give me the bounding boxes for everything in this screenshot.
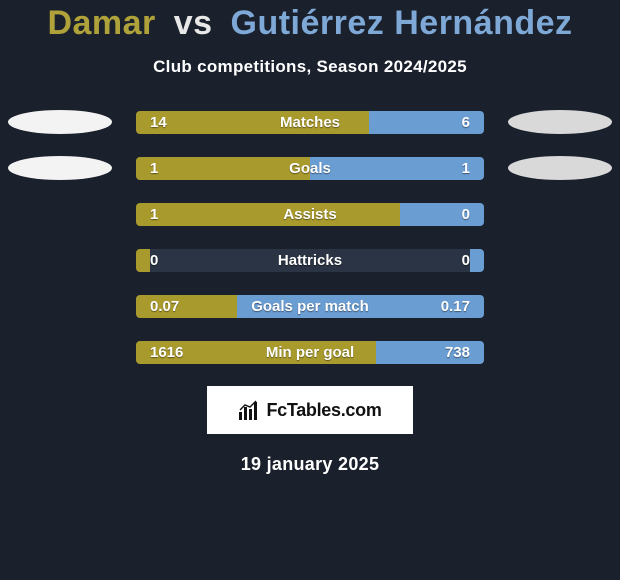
stat-bar: 1Assists0 [136, 203, 484, 226]
title-vs: vs [174, 4, 213, 42]
stat-bar: 0Hattricks0 [136, 249, 484, 272]
page-title: Damar vs Gutiérrez Hernández [0, 4, 620, 43]
player1-placeholder-icon [8, 110, 112, 134]
stat-row: 1616Min per goal738 [0, 341, 620, 364]
subtitle: Club competitions, Season 2024/2025 [0, 57, 620, 77]
bar-segment-player1 [136, 203, 400, 226]
logo-text: FcTables.com [266, 400, 381, 421]
stat-value-player1: 0 [150, 249, 158, 272]
logo-badge: FcTables.com [207, 386, 413, 434]
stat-value-player1: 0.07 [150, 295, 179, 318]
stat-value-player2: 1 [462, 157, 470, 180]
stat-value-player2: 6 [462, 111, 470, 134]
title-player2: Gutiérrez Hernández [231, 4, 573, 42]
stat-row: 1Assists0 [0, 203, 620, 226]
bar-segment-player2 [470, 249, 484, 272]
stat-bar: 0.07Goals per match0.17 [136, 295, 484, 318]
title-player1: Damar [47, 4, 155, 42]
stat-value-player1: 1 [150, 203, 158, 226]
stat-bar: 1616Min per goal738 [136, 341, 484, 364]
bars-chart-icon [238, 400, 260, 420]
stat-bar: 1Goals1 [136, 157, 484, 180]
bar-segment-player2 [310, 157, 484, 180]
bar-segment-player1 [136, 157, 310, 180]
player1-placeholder-icon [8, 156, 112, 180]
stat-rows: 14Matches61Goals11Assists00Hattricks00.0… [0, 111, 620, 364]
stat-value-player1: 1616 [150, 341, 183, 364]
bar-segment-player2 [400, 203, 484, 226]
stat-row: 0Hattricks0 [0, 249, 620, 272]
infographic-date: 19 january 2025 [0, 454, 620, 475]
player2-placeholder-icon [508, 156, 612, 180]
stat-value-player1: 1 [150, 157, 158, 180]
player2-placeholder-icon [508, 110, 612, 134]
stat-value-player2: 0 [462, 249, 470, 272]
stat-label: Hattricks [136, 249, 484, 272]
stat-value-player2: 738 [445, 341, 470, 364]
stat-row: 14Matches6 [0, 111, 620, 134]
bar-segment-player1 [136, 111, 369, 134]
stat-bar: 14Matches6 [136, 111, 484, 134]
bar-segment-player1 [136, 249, 150, 272]
comparison-infographic: Damar vs Gutiérrez Hernández Club compet… [0, 0, 620, 580]
stat-value-player1: 14 [150, 111, 167, 134]
stat-value-player2: 0 [462, 203, 470, 226]
stat-row: 0.07Goals per match0.17 [0, 295, 620, 318]
stat-row: 1Goals1 [0, 157, 620, 180]
stat-value-player2: 0.17 [441, 295, 470, 318]
